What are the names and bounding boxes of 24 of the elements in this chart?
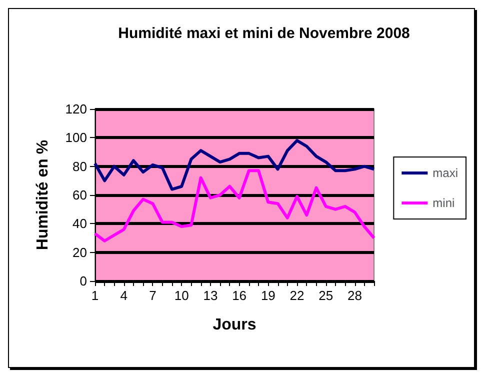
x-tick-label: 25 (318, 288, 334, 303)
line-series (94, 139, 376, 191)
line-series (94, 169, 376, 242)
y-tick-label: 60 (72, 188, 87, 202)
x-tick-label: 1 (91, 288, 99, 303)
y-tick-label: 80 (72, 158, 87, 174)
x-tick-label: 19 (260, 288, 276, 303)
y-tick-label: 100 (65, 130, 87, 146)
x-tick-label: 4 (120, 288, 128, 303)
x-tick-label: 7 (149, 288, 156, 303)
x-tick-label: 13 (203, 288, 218, 303)
y-tick-label: 120 (65, 102, 87, 116)
x-tick-label: 22 (290, 288, 304, 303)
x-tick-label: 16 (232, 288, 247, 303)
y-tick-label: 20 (72, 244, 87, 260)
legend-label: maxi (432, 166, 458, 180)
y-axis-title: Humidité en % (34, 140, 52, 250)
y-tick-label: 40 (72, 216, 87, 232)
y-tick-label: 0 (80, 274, 87, 288)
legend-label: mini (432, 196, 455, 210)
x-tick-label: 28 (348, 288, 362, 303)
x-axis-title: Jours (212, 316, 256, 334)
chart-title: Humidité maxi et mini de Novembre 2008 (118, 25, 410, 42)
x-tick-label: 10 (174, 288, 189, 303)
